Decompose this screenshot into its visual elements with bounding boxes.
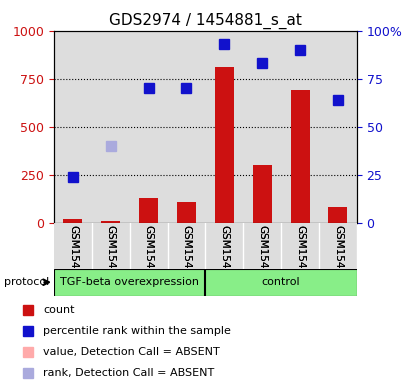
Bar xyxy=(243,31,281,223)
Text: GSM154329: GSM154329 xyxy=(106,225,116,288)
Bar xyxy=(54,223,92,269)
Bar xyxy=(168,31,205,223)
Text: GSM154333: GSM154333 xyxy=(257,225,267,288)
Text: GSM154334: GSM154334 xyxy=(295,225,305,288)
Bar xyxy=(281,223,319,269)
Text: percentile rank within the sample: percentile rank within the sample xyxy=(43,326,231,336)
Text: GSM154330: GSM154330 xyxy=(144,225,154,288)
Text: GSM154334: GSM154334 xyxy=(295,225,305,288)
Text: value, Detection Call = ABSENT: value, Detection Call = ABSENT xyxy=(43,347,220,358)
Text: GSM154328: GSM154328 xyxy=(68,225,78,288)
Bar xyxy=(215,67,234,223)
Bar xyxy=(205,223,243,269)
Text: GSM154331: GSM154331 xyxy=(181,225,191,288)
Bar xyxy=(319,31,357,223)
Text: GSM154332: GSM154332 xyxy=(220,225,229,288)
Text: GSM154329: GSM154329 xyxy=(106,225,116,288)
Bar xyxy=(319,223,357,269)
Bar xyxy=(130,31,168,223)
Bar xyxy=(329,207,347,223)
Bar xyxy=(139,198,158,223)
Text: rank, Detection Call = ABSENT: rank, Detection Call = ABSENT xyxy=(43,368,215,379)
Bar xyxy=(168,223,205,269)
Text: GSM154335: GSM154335 xyxy=(333,225,343,288)
Text: GSM154330: GSM154330 xyxy=(144,225,154,288)
Bar xyxy=(281,31,319,223)
Text: protocol: protocol xyxy=(4,277,49,287)
Text: GSM154335: GSM154335 xyxy=(333,225,343,288)
FancyBboxPatch shape xyxy=(54,269,357,296)
Bar xyxy=(205,31,243,223)
Bar xyxy=(290,90,310,223)
Title: GDS2974 / 1454881_s_at: GDS2974 / 1454881_s_at xyxy=(109,13,302,29)
Bar xyxy=(92,31,130,223)
Text: TGF-beta overexpression: TGF-beta overexpression xyxy=(60,277,199,287)
Bar xyxy=(243,223,281,269)
Text: control: control xyxy=(262,277,300,287)
Text: GSM154333: GSM154333 xyxy=(257,225,267,288)
Bar xyxy=(253,165,272,223)
Text: count: count xyxy=(43,305,75,315)
Bar xyxy=(129,223,168,269)
Text: GSM154328: GSM154328 xyxy=(68,225,78,288)
Text: GSM154332: GSM154332 xyxy=(220,225,229,288)
Bar xyxy=(92,223,129,269)
Bar xyxy=(177,202,196,223)
Bar xyxy=(54,31,92,223)
Bar xyxy=(101,221,120,223)
Bar xyxy=(63,219,82,223)
Text: GSM154331: GSM154331 xyxy=(181,225,191,288)
